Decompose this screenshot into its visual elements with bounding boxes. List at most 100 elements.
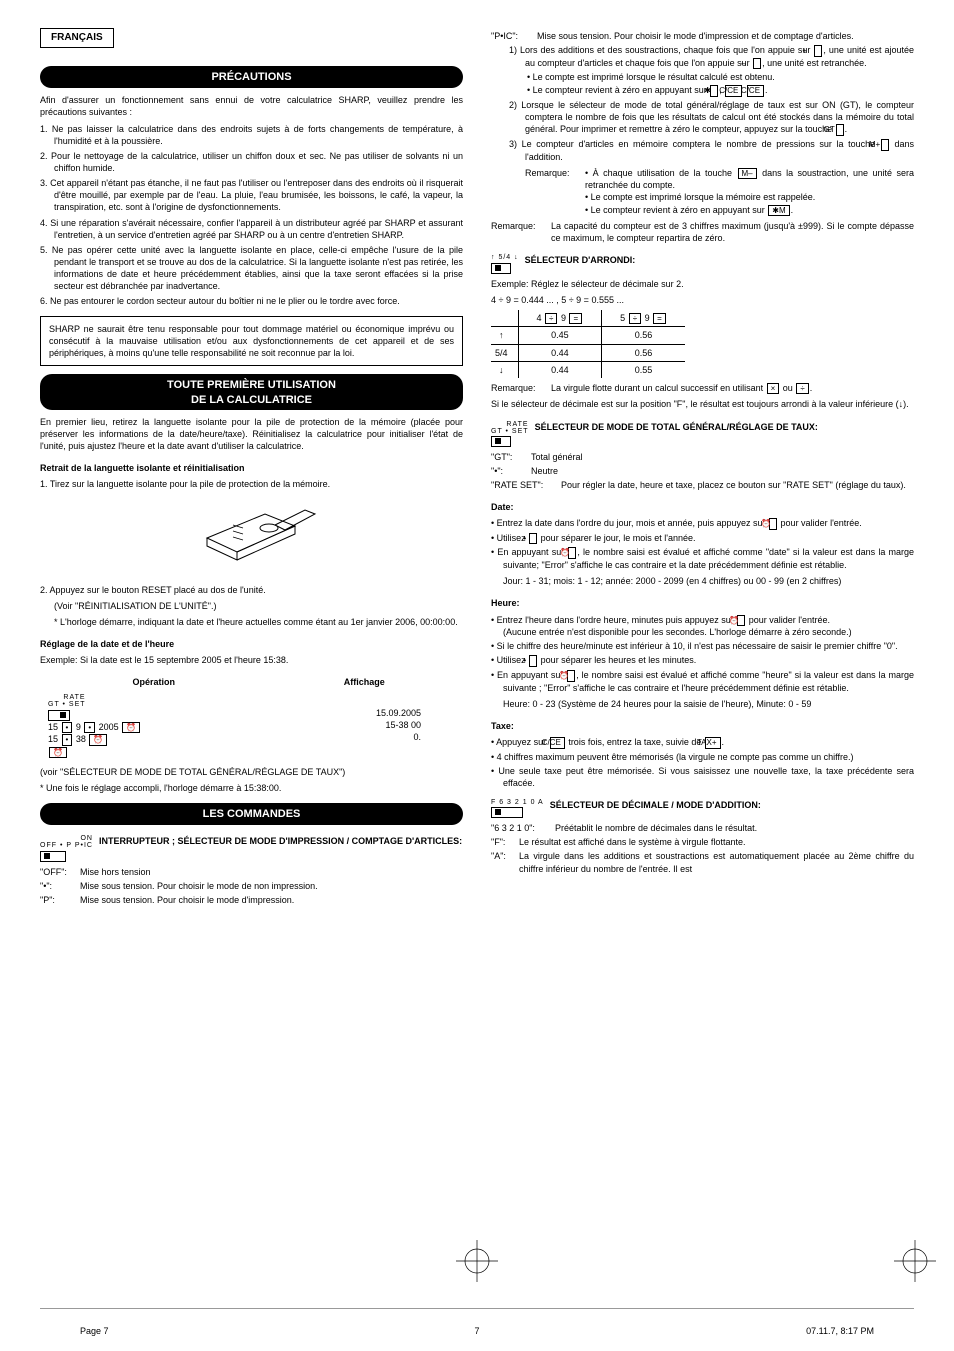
rt-blank (491, 310, 518, 327)
op-disp-1: 15.09.2005 (376, 708, 421, 718)
round-example: Exemple: Réglez le sélecteur de décimale… (491, 278, 914, 290)
cmd-row: "OFF":Mise hors tension (40, 866, 463, 878)
rt-head-1: 4 ÷ 9 = (518, 310, 602, 327)
heure-item: Si le chiffre des heure/minute est infér… (491, 640, 914, 652)
gt-title: SÉLECTEUR DE MODE DE TOTAL GÉNÉRAL/RÉGLA… (535, 421, 914, 433)
clock-key-icon: ⏰ (737, 615, 745, 627)
slider-icon (48, 710, 70, 721)
two-col-layout: FRANÇAIS PRÉCAUTIONS Afin d'assurer un f… (40, 28, 914, 908)
op-seq-1: 15 • 9 • 2005 ⏰ (48, 722, 141, 732)
heading-first-use-l2: DE LA CALCULATRICE (40, 393, 463, 408)
precautions-list: 1. Ne pas laisser la calculatrice dans d… (40, 123, 463, 308)
page-number: 7 (474, 1325, 479, 1337)
heure-item: Utilisez • pour séparer les heures et le… (491, 654, 914, 667)
precautions-intro: Afin d'assurer un fonctionnement sans en… (40, 94, 463, 118)
round-switch-icon: ↑ 5/4 ↓ (491, 254, 519, 273)
date-list: Entrez la date dans l'ordre du jour, moi… (491, 517, 914, 571)
rt-cell: 0.55 (602, 361, 685, 378)
clock-key-icon: ⏰ (769, 518, 777, 530)
pic-1-bullet: Le compte est imprimé lorsque le résulta… (509, 71, 914, 83)
slider-icon (491, 807, 523, 818)
gt-key-icon: GT (836, 124, 844, 136)
heure-head: Heure: (491, 597, 914, 609)
taxe-head: Taxe: (491, 720, 914, 732)
date-range: Jour: 1 - 31; mois: 1 - 12; année: 2000 … (491, 575, 914, 587)
round-section: ↑ 5/4 ↓ SÉLECTEUR D'ARRONDI: (491, 254, 914, 273)
heading-first-use: TOUTE PREMIÈRE UTILISATION DE LA CALCULA… (40, 374, 463, 410)
ce-key-icon: C/CE (550, 737, 565, 749)
date-head: Date: (491, 501, 914, 513)
first-use-subhead: Retrait de la languette isolante et réin… (40, 462, 463, 474)
disclaimer-box: SHARP ne saurait être tenu responsable p… (40, 316, 463, 366)
gt-rate-switch-icon: RATE GT • SET (48, 694, 86, 720)
pic-item-2: 2) Lorsque le sélecteur de mode de total… (509, 99, 914, 136)
power-switch-title: INTERRUPTEUR ; SÉLECTEUR DE MODE D'IMPRE… (99, 835, 463, 847)
dot-key-icon: • (529, 655, 537, 667)
rt-cell: 0.56 (602, 327, 685, 344)
minus-key-icon: – (753, 58, 761, 70)
right-column: "P•IC": Mise sous tension. Pour choisir … (491, 28, 914, 908)
precaution-item: 4. Si une réparation s'avérait nécessair… (40, 217, 463, 241)
slider-icon (40, 851, 66, 862)
op-seq-2: 15 • 38 ⏰ (48, 734, 108, 744)
heading-commands: LES COMMANDES (40, 803, 463, 826)
op-note-1: (voir "SÉLECTEUR DE MODE DE TOTAL GÉNÉRA… (40, 766, 463, 778)
footer-right: 07.11.7, 8:17 PM (806, 1325, 874, 1337)
round-title: SÉLECTEUR D'ARRONDI: (525, 254, 914, 266)
operation-table: Opération Affichage RATE GT • SET 15 • 9… (40, 672, 463, 762)
dec-row: "6 3 2 1 0":Préétablit le nombre de déci… (491, 822, 914, 834)
op-cell: RATE GT • SET 15 • 9 • 2005 ⏰ 15 • 38 ⏰ … (42, 692, 265, 760)
op-hdr-operation: Opération (42, 674, 265, 690)
rounding-table: 4 ÷ 9 = 5 ÷ 9 = ↑0.450.56 5/40.440.56 ↓0… (491, 310, 685, 378)
language-label: FRANÇAIS (40, 28, 114, 48)
round-equation: 4 ÷ 9 = 0.444 ... , 5 ÷ 9 = 0.555 ... (491, 294, 914, 306)
rt-cell: ↑ (491, 327, 518, 344)
op-hdr-display: Affichage (267, 674, 461, 690)
rt-cell: 0.44 (518, 344, 602, 361)
dot-key-icon: • (529, 533, 537, 545)
heure-list: Entrez l'heure dans l'ordre heure, minut… (491, 614, 914, 694)
date-item: Entrez la date dans l'ordre du jour, moi… (491, 517, 914, 530)
decimal-section: F 6 3 2 1 0 A SÉLECTEUR DE DÉCIMALE / MO… (491, 799, 914, 818)
slider-icon (491, 436, 511, 447)
manual-page: FRANÇAIS PRÉCAUTIONS Afin d'assurer un f… (0, 0, 954, 1351)
gt-row: "RATE SET":Pour régler la date, heure et… (491, 479, 914, 491)
heure-item: En appuyant sur ⏰, le nombre saisi est é… (491, 669, 914, 694)
battery-tab-diagram (40, 500, 463, 573)
mult-key-icon: × (767, 383, 780, 395)
precaution-item: 3. Cet appareil n'étant pas étanche, il … (40, 177, 463, 213)
crop-mark-br (894, 1240, 936, 1289)
gt-row: "GT":Total général (491, 451, 914, 463)
gt-row: "•":Neutre (491, 465, 914, 477)
op-display-cell: 15.09.2005 15-38 00 0. (267, 692, 461, 760)
round-remark: Remarque: La virgule flotte durant un ca… (491, 382, 914, 395)
round-note: Si le sélecteur de décimale est sur la p… (491, 398, 914, 410)
ast-key-icon: ✱ (710, 85, 718, 97)
cmd-row: "P":Mise sous tension. Pour choisir le m… (40, 894, 463, 906)
op-note-2: * Une fois le réglage accompli, l'horlog… (40, 782, 463, 794)
gt-section: RATE GT • SET SÉLECTEUR DE MODE DE TOTAL… (491, 421, 914, 447)
heading-precautions: PRÉCAUTIONS (40, 66, 463, 89)
date-item: Utilisez • pour séparer le jour, le mois… (491, 532, 914, 545)
dec-row: "A":La virgule dans les additions et sou… (491, 850, 914, 874)
clock-key-icon: ⏰ (49, 747, 67, 759)
heure-item: Entrez l'heure dans l'ordre heure, minut… (491, 614, 914, 639)
div-key-icon: ÷ (796, 383, 808, 395)
decimal-title: SÉLECTEUR DE DÉCIMALE / MODE D'ADDITION: (550, 799, 914, 811)
plus-key-icon: + (814, 45, 822, 57)
first-use-intro: En premier lieu, retirez la languette is… (40, 416, 463, 452)
decimal-switch-icon: F 6 3 2 1 0 A (491, 799, 544, 818)
op-disp-2: 15-38 00 (385, 720, 421, 730)
first-use-step-2a: (Voir "RÉINITIALISATION DE L'UNITÉ".) (40, 600, 463, 612)
op-disp-3: 0. (413, 732, 421, 742)
left-column: FRANÇAIS PRÉCAUTIONS Afin d'assurer un f… (40, 28, 463, 908)
cmd-row: "•":Mise sous tension. Pour choisir le m… (40, 880, 463, 892)
gt-switch-icon: RATE GT • SET (491, 421, 529, 447)
taxplus-key-icon: TAX+ (705, 737, 721, 749)
heading-first-use-l1: TOUTE PREMIÈRE UTILISATION (40, 378, 463, 393)
crop-mark-bc (456, 1240, 498, 1289)
pic-item-1: 1) Lors des additions et des soustractio… (509, 44, 914, 69)
pic-remark-2: Remarque: La capacité du compteur est de… (491, 220, 914, 244)
taxe-item: Une seule taxe peut être mémorisée. Si v… (491, 765, 914, 789)
first-use-step-2b: * L'horloge démarre, indiquant la date e… (40, 616, 463, 628)
